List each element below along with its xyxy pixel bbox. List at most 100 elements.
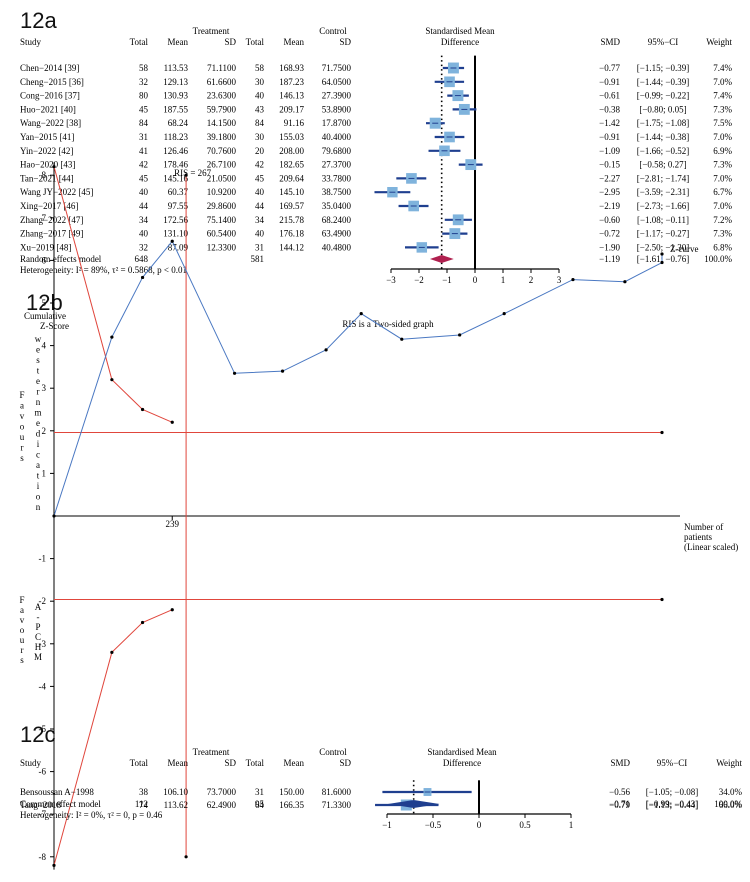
control-mean: 155.03	[279, 132, 304, 142]
study-name: Xu−2019 [48]	[20, 242, 71, 252]
header-treatment-total: Total	[130, 758, 149, 768]
treatment-mean: 130.93	[163, 91, 188, 101]
summary-ci: [−0.99; −0.43]	[646, 799, 698, 809]
treatment-total: 42	[139, 160, 148, 170]
x-tick-label: 1	[569, 820, 574, 830]
y-tick-label: -1	[39, 554, 47, 564]
study-row: Tan−2021 [44] 45 145.16 21.0500 45 209.64 33.7…	[20, 173, 733, 184]
treatment-sd: 39.1800	[207, 132, 237, 142]
treatment-mean: 97.55	[168, 201, 189, 211]
study-name: Xing−2017 [46]	[20, 201, 78, 211]
treatment-total: 45	[139, 173, 149, 183]
smd-value: −1.90	[599, 242, 620, 252]
treatment-sd: 75.1400	[207, 215, 237, 225]
weight-value: 7.3%	[713, 229, 732, 239]
study-name: Cong−2016 [37]	[20, 91, 80, 101]
header-control: Control	[319, 747, 347, 757]
header-control-total: Total	[246, 758, 265, 768]
treatment-sd: 10.9200	[207, 187, 237, 197]
summary-control-total: 95	[255, 799, 265, 809]
control-total: 45	[255, 173, 265, 183]
header-control-sd: SD	[339, 758, 351, 768]
control-total: 31	[255, 787, 264, 797]
boundary-end-point	[660, 597, 664, 602]
summary-diamond	[387, 800, 440, 808]
x-tick-label: 2	[529, 275, 534, 285]
header-smd-difference: Difference	[443, 758, 481, 768]
x-marker-label: 239	[165, 519, 179, 529]
control-sd: 53.8900	[322, 104, 352, 114]
summary-smd: −0.71	[609, 799, 630, 809]
treatment-sd: 61.6600	[207, 77, 237, 87]
header-control: Control	[319, 26, 347, 36]
treatment-total: 40	[139, 229, 149, 239]
control-sd: 27.3700	[322, 160, 352, 170]
control-total: 64	[255, 800, 265, 810]
treatment-total: 44	[139, 201, 149, 211]
y-tick-label: 5	[42, 298, 47, 308]
panel-label-12c: 12c	[20, 722, 55, 747]
z-curve-point	[359, 312, 363, 316]
z-curve-point	[232, 371, 237, 375]
treatment-sd: 59.7900	[207, 104, 237, 114]
study-row: Huo−2021 [40] 45 187.55 59.7900 43 209.17 53.8…	[20, 103, 733, 115]
summary-label: Common effect model	[20, 799, 101, 809]
weight-value: 7.2%	[713, 215, 732, 225]
header-ci: 95%−CI	[657, 758, 688, 768]
study-row: Chen−2014 [39] 58 113.53 71.1100 58 168.93 71.…	[20, 62, 733, 74]
smd-value: −0.15	[599, 160, 620, 170]
y-tick-label: -2	[39, 596, 47, 606]
control-mean: 166.35	[279, 800, 304, 810]
y-tick-label: -4	[39, 681, 47, 691]
upper-boundary-point	[140, 407, 145, 412]
study-row: Yan−2015 [41] 31 118.23 39.1800 30 155.03 40.4…	[20, 131, 733, 143]
y-tick-label: 3	[42, 383, 47, 393]
z-curve	[53, 240, 663, 517]
control-mean: 146.13	[279, 91, 304, 101]
favours-bottom-label-2: A -P C H M	[34, 602, 42, 662]
control-sd: 40.4800	[322, 242, 352, 252]
header-study: Study	[20, 758, 42, 768]
y-tick-label: -6	[39, 767, 47, 777]
weight-value: 34.0%	[719, 787, 743, 797]
control-mean: 150.00	[279, 787, 304, 797]
treatment-sd: 23.6300	[207, 91, 237, 101]
control-sd: 38.7500	[322, 187, 352, 197]
z-curve-point	[660, 252, 664, 256]
control-mean: 187.23	[279, 77, 304, 87]
study-row: Zhang−2022 [47] 34 172.56 75.1400 34 215.78 68…	[20, 214, 733, 226]
ci-value: [−1.17; −0.27]	[637, 229, 689, 239]
control-total: 34	[255, 215, 265, 225]
control-sd: 68.2400	[322, 215, 352, 225]
weight-value: 7.0%	[713, 77, 732, 87]
header-weight: Weight	[706, 37, 732, 47]
x-tick-label: 0	[473, 275, 478, 285]
y-tick-label: 7	[42, 213, 47, 223]
header-control-mean: Mean	[284, 758, 305, 768]
treatment-mean: 172.56	[163, 215, 188, 225]
ci-value: [−2.81; −1.74]	[637, 173, 689, 183]
treatment-total: 74	[139, 800, 149, 810]
header-treatment-total: Total	[130, 37, 149, 47]
study-row: Xing−2017 [46] 44 97.55 29.8600 44 169.57 35.0…	[20, 200, 733, 212]
x-axis-label: Number of	[684, 522, 723, 532]
header-study: Study	[20, 37, 42, 47]
x-tick-label: −3	[386, 275, 396, 285]
forest-plot-12a: Treatment Control Standardised Mean Study To…	[20, 26, 733, 285]
summary-control-total: 581	[251, 254, 265, 264]
header-smd: SMD	[610, 758, 630, 768]
z-curve-point	[623, 280, 627, 284]
header-treatment-sd: SD	[224, 758, 236, 768]
header-smd: SMD	[600, 37, 620, 47]
weight-value: 6.8%	[713, 242, 732, 252]
control-mean: 209.17	[279, 104, 304, 114]
header-weight: Weight	[716, 758, 742, 768]
boundary-end-point	[660, 430, 664, 435]
weight-value: 7.3%	[713, 160, 732, 170]
ci-value: [−3.59; −2.31]	[637, 187, 689, 197]
control-total: 42	[255, 160, 264, 170]
upper-boundary	[53, 166, 173, 423]
weight-value: 7.5%	[713, 118, 732, 128]
z-curve-point	[140, 275, 145, 280]
